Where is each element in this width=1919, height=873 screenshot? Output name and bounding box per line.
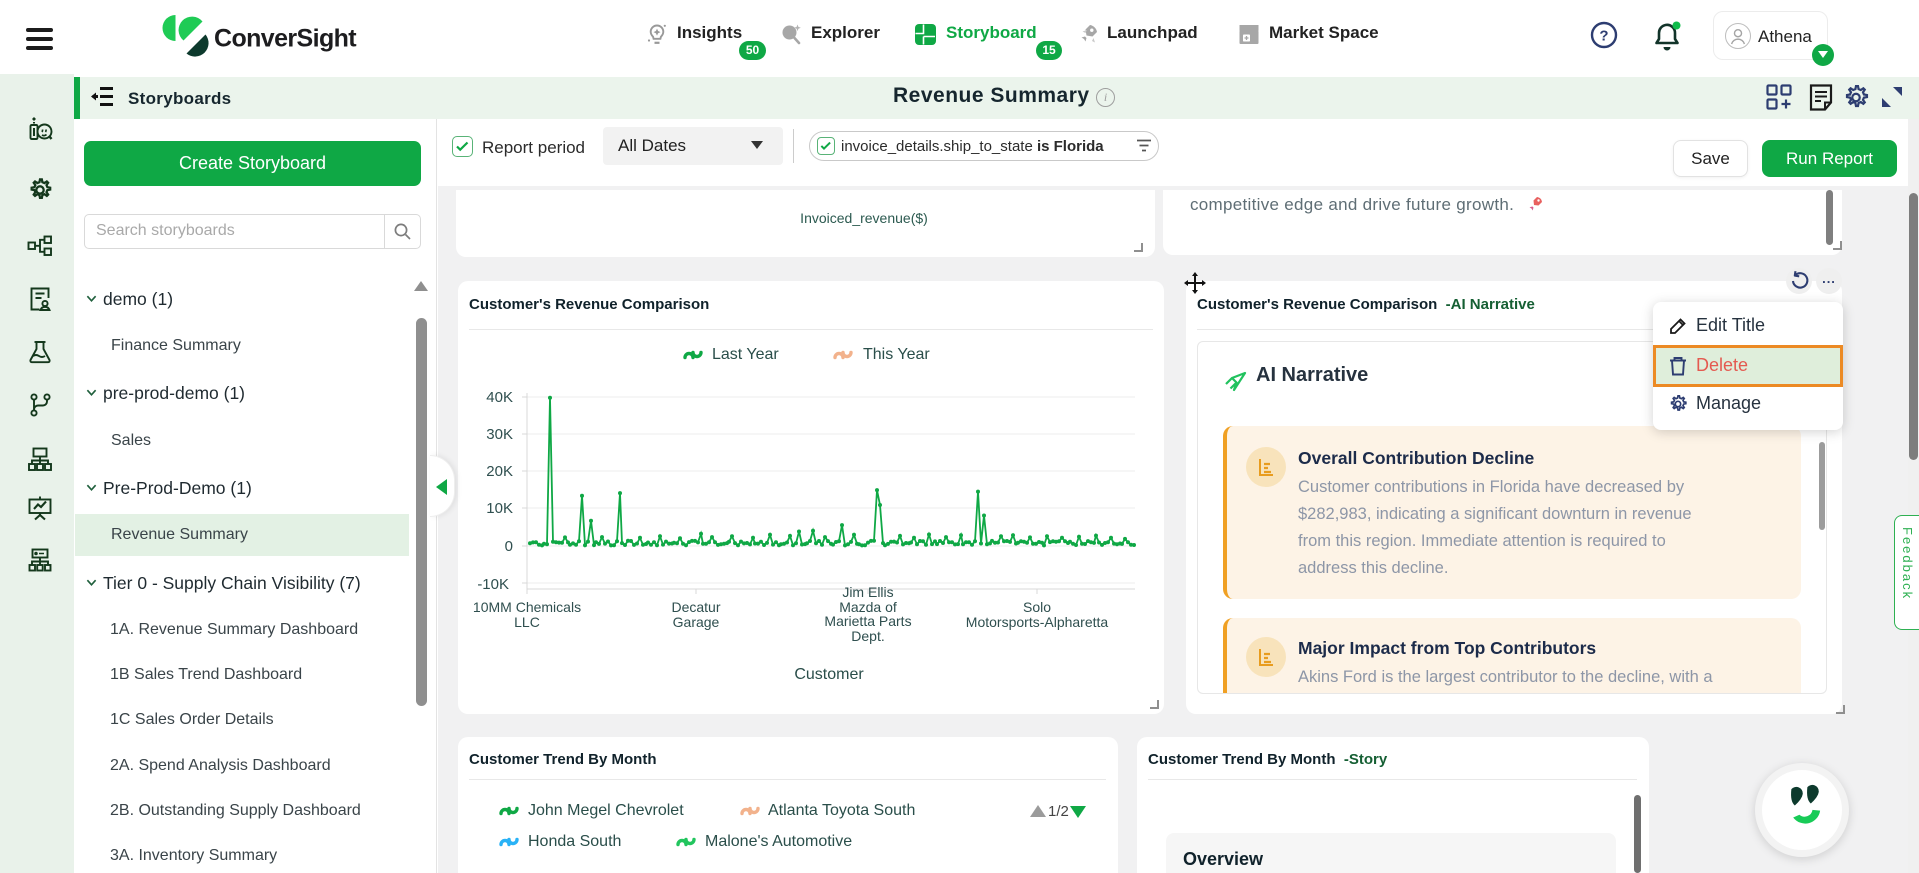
svg-text:?: ? [1599, 28, 1608, 45]
